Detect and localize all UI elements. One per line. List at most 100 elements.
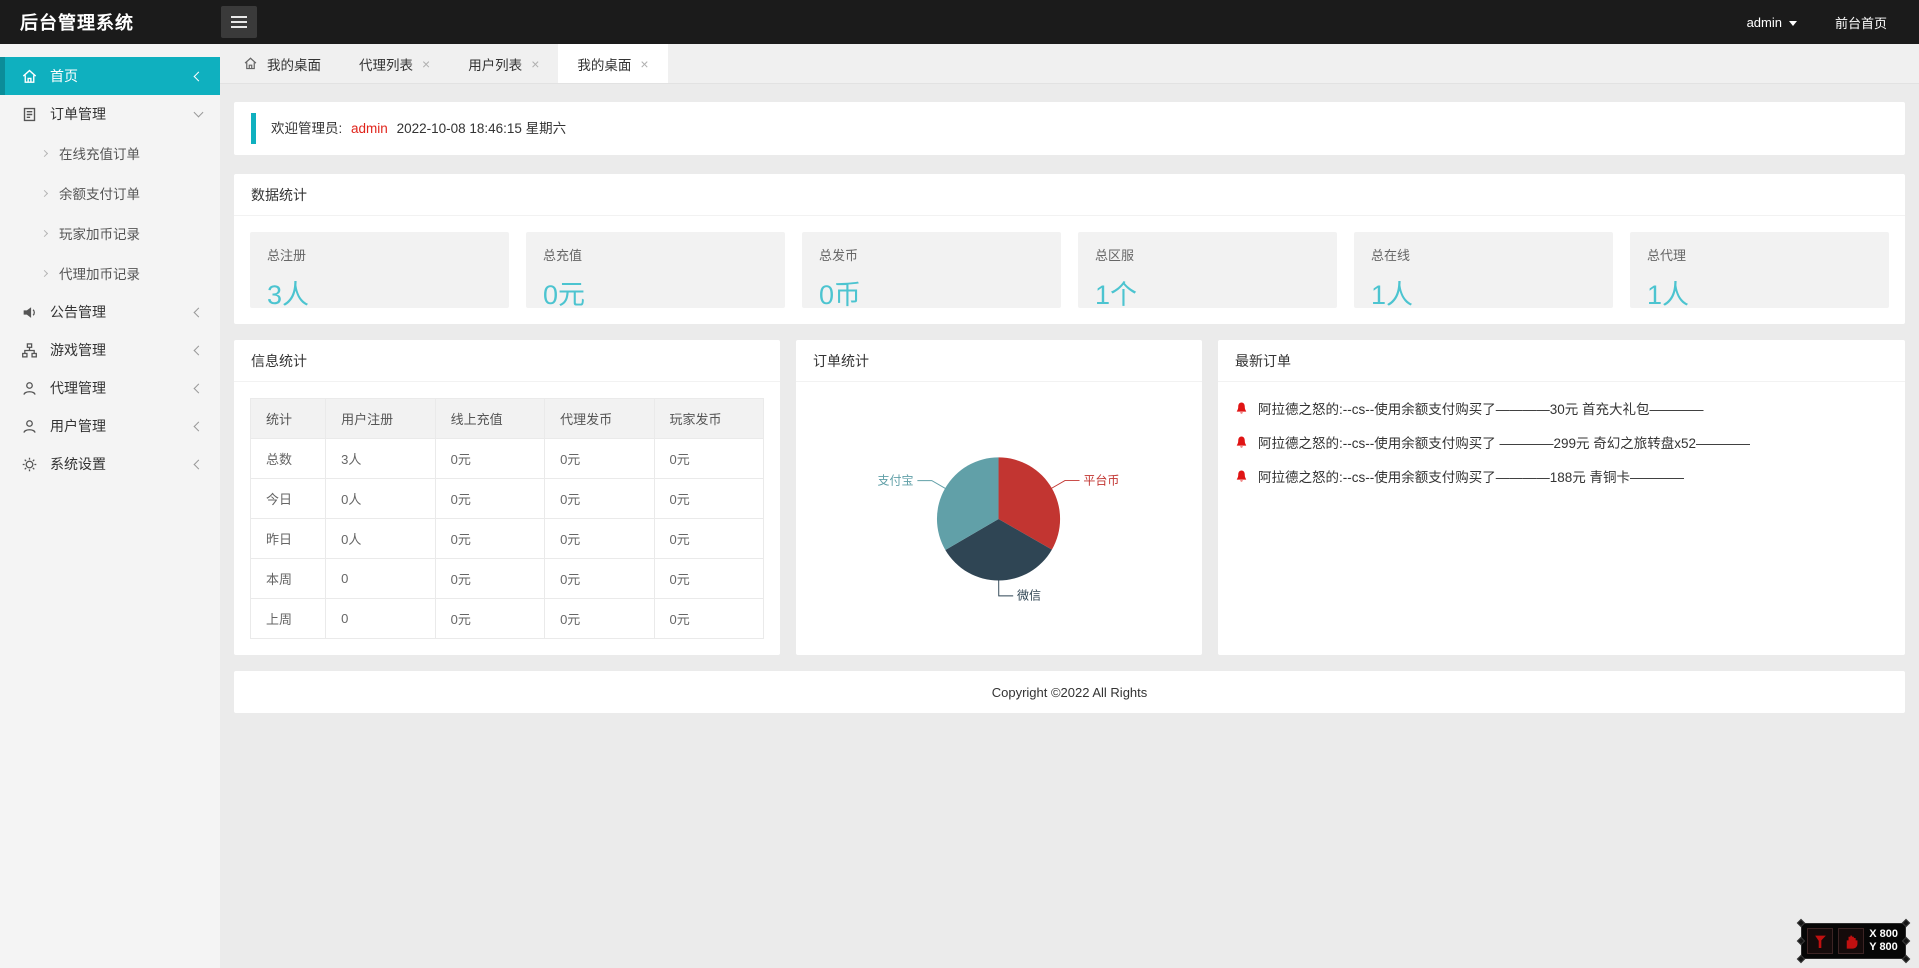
pie-slice-0[interactable] (998, 457, 1061, 550)
sidebar-item-1[interactable]: 订单管理 (0, 95, 220, 133)
gear-icon (21, 456, 38, 473)
sidebar-subitem-1-0[interactable]: 在线充值订单 (0, 133, 220, 173)
overlay-slot-1[interactable] (1807, 928, 1834, 954)
tab-label: 代理列表 (359, 57, 413, 73)
stat-card-label: 总在线 (1371, 248, 1411, 263)
table-cell: 3人 (325, 438, 436, 479)
order-text: 阿拉德之怒的:--cs--使用余额支付购买了————188元 青铜卡———— (1258, 470, 1685, 485)
content-area: 欢迎管理员: admin 2022-10-08 18:46:15 星期六 数据统… (220, 84, 1919, 968)
coordinate-overlay[interactable]: X 800 Y 800 (1797, 918, 1911, 964)
stat-card-label: 总充值 (543, 248, 583, 263)
pie-label: 支付宝 (877, 473, 913, 487)
pie-slice-2[interactable] (936, 457, 999, 550)
table-cell: 0元 (434, 478, 546, 519)
order-stats-title: 订单统计 (796, 340, 1202, 382)
sidebar-item-label: 首页 (50, 68, 78, 84)
pie-slice-1[interactable] (945, 518, 1052, 581)
info-stats-panel: 信息统计 统计 用户注册 线上充值 代理发币 玩家发币 总数 3人 0元 0元 0元 今日 0人 0元 0… (234, 340, 780, 655)
table-cell: 今日 (249, 478, 327, 519)
chevron-right-icon (40, 229, 49, 237)
sidebar-item-4[interactable]: 代理管理 (0, 369, 220, 407)
table-cell: 0元 (653, 518, 765, 559)
table-cell: 总数 (249, 438, 327, 479)
table-cell: 本周 (249, 558, 327, 599)
sidebar-item-3[interactable]: 游戏管理 (0, 331, 220, 369)
sidebar-item-0[interactable]: 首页 (0, 57, 220, 95)
table-header-cell: 线上充值 (434, 398, 546, 439)
table-row: 今日 0人 0元 0元 0元 (249, 478, 765, 519)
bell-icon (1234, 435, 1249, 450)
sidebar-item-6[interactable]: 系统设置 (0, 445, 220, 483)
table-row: 昨日 0人 0元 0元 0元 (249, 518, 765, 559)
tab-close-icon[interactable]: × (640, 55, 649, 72)
table-cell: 0元 (544, 438, 655, 479)
tab-0[interactable]: 我的桌面 (224, 44, 340, 83)
table-header-cell: 用户注册 (325, 398, 436, 439)
sidebar-subitem-1-3[interactable]: 代理加币记录 (0, 253, 220, 293)
bell-icon (1234, 401, 1249, 416)
tab-2[interactable]: 用户列表 × (449, 44, 558, 83)
tab-1[interactable]: 代理列表 × (340, 44, 449, 83)
stat-card-3: 总区服 1个 (1078, 232, 1337, 310)
sidebar-subitem-1-1[interactable]: 余额支付订单 (0, 173, 220, 213)
sidebar-item-label: 系统设置 (50, 456, 106, 472)
copyright-text: Copyright ©2022 All Rights (991, 684, 1148, 700)
footer: Copyright ©2022 All Rights (234, 671, 1905, 713)
table-row: 总数 3人 0元 0元 0元 (249, 438, 765, 479)
sidebar-item-label: 代理管理 (50, 380, 106, 396)
tab-close-icon[interactable]: × (422, 55, 431, 72)
chevron-left-icon (193, 307, 204, 317)
data-stats-title: 数据统计 (234, 174, 1905, 216)
table-header-row: 统计 用户注册 线上充值 代理发币 玩家发币 (249, 398, 765, 439)
sidebar-subitem-1-2[interactable]: 玩家加币记录 (0, 213, 220, 253)
order-text: 阿拉德之怒的:--cs--使用余额支付购买了————30元 首充大礼包———— (1258, 402, 1704, 417)
stat-card-1: 总充值 0元 (526, 232, 785, 310)
table-cell: 0人 (325, 478, 436, 519)
order-text: 阿拉德之怒的:--cs--使用余额支付购买了 ————299元 奇幻之旅转盘x5… (1258, 436, 1751, 451)
sidebar: 首页订单管理 在线充值订单 余额支付订单玩家加币记录 代理加币记录公告管理 游戏管理代理… (0, 44, 220, 968)
speaker-icon (21, 304, 38, 321)
welcome-prefix: 欢迎管理员: (271, 121, 343, 136)
stat-card-label: 总代理 (1647, 248, 1687, 263)
table-cell: 昨日 (249, 518, 327, 559)
order-item-2: 阿拉德之怒的:--cs--使用余额支付购买了————188元 青铜卡———— (1234, 466, 1889, 486)
sidebar-item-2[interactable]: 公告管理 (0, 293, 220, 331)
front-home-link[interactable]: 前台首页 (1834, 15, 1887, 31)
table-cell: 0元 (544, 478, 655, 519)
table-header-cell: 代理发币 (544, 398, 655, 439)
tab-label: 我的桌面 (267, 57, 321, 73)
stat-card-value: 3人 (267, 280, 310, 310)
tab-label: 我的桌面 (577, 57, 632, 73)
table-cell: 0元 (544, 598, 655, 639)
data-stats-panel: 数据统计 总注册 3人 总充值 0元 总发币 0币 总区服 1个 总在线 1人 总代理 1人 (234, 174, 1905, 324)
info-stats-title: 信息统计 (234, 340, 780, 382)
main-area: 我的桌面 代理列表 × 用户列表 × 我的桌面 × 欢迎管理员: admin 2022-10… (220, 44, 1919, 968)
sidebar-subitem-label: 玩家加币记录 (59, 227, 140, 242)
welcome-panel: 欢迎管理员: admin 2022-10-08 18:46:15 星期六 (234, 102, 1905, 155)
table-cell: 0元 (434, 558, 546, 599)
overlay-x-coordinate: X 800 (1869, 928, 1898, 940)
table-row: 本周 0 0元 0元 0元 (249, 558, 765, 599)
stat-card-label: 总区服 (1095, 248, 1135, 263)
red-hand-icon (1846, 935, 1858, 949)
user-icon (21, 418, 38, 435)
tab-close-icon[interactable]: × (531, 55, 540, 72)
stat-card-value: 1个 (1095, 280, 1138, 310)
chevron-left-icon (193, 71, 204, 81)
welcome-datetime: 2022-10-08 18:46:15 星期六 (396, 121, 567, 136)
tab-3[interactable]: 我的桌面 × (558, 44, 668, 83)
table-cell: 0人 (325, 518, 436, 559)
table-header-cell: 玩家发币 (653, 398, 765, 439)
order-stats-panel: 订单统计 平台币 微信 支付宝 (796, 340, 1202, 655)
sidebar-subitem-label: 代理加币记录 (59, 267, 140, 282)
user-dropdown[interactable]: admin (1747, 15, 1797, 30)
overlay-slot-2[interactable] (1838, 928, 1865, 954)
home-icon (21, 68, 38, 85)
sitemap-icon (21, 342, 38, 359)
sidebar-item-5[interactable]: 用户管理 (0, 407, 220, 445)
table-row: 上周 0 0元 0元 0元 (249, 598, 765, 639)
sidebar-toggle-button[interactable] (221, 6, 257, 38)
table-cell: 上周 (249, 598, 327, 639)
table-cell: 0元 (653, 598, 765, 639)
